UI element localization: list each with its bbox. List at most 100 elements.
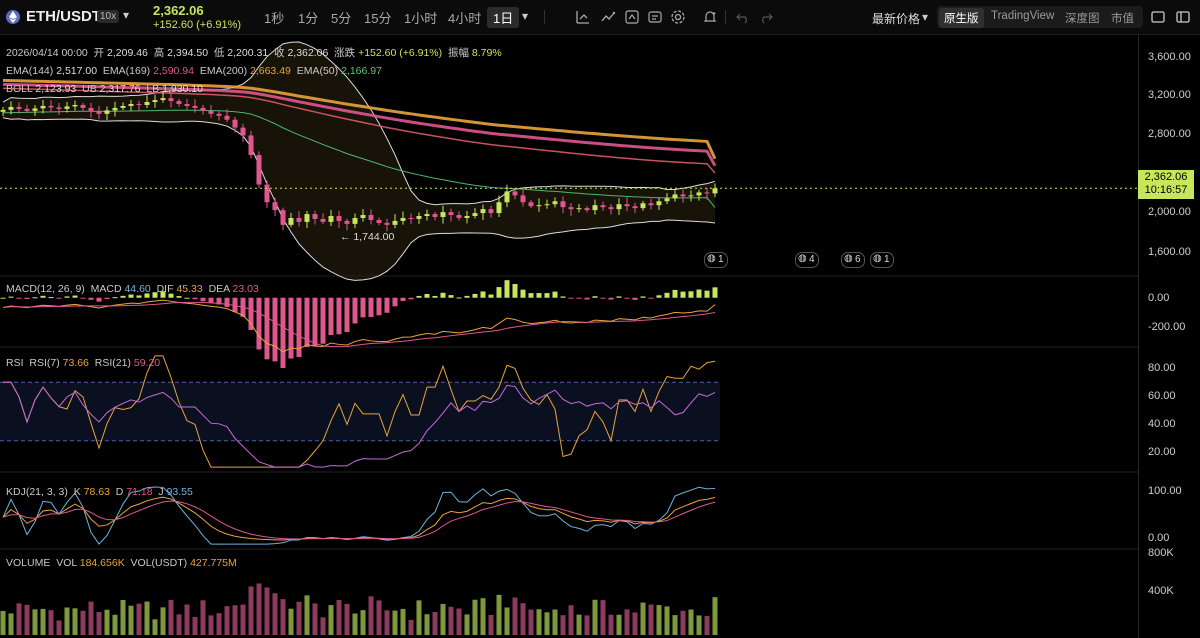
candle-body xyxy=(688,195,694,197)
volume-bar xyxy=(432,612,438,635)
layout-icon[interactable] xyxy=(1175,9,1191,25)
globe-icon: ◍ xyxy=(873,253,882,264)
macd-histogram-bar xyxy=(592,296,598,298)
candle-body xyxy=(144,102,150,105)
view-native[interactable]: 原生版 xyxy=(939,8,984,28)
macd-histogram-bar xyxy=(288,297,294,359)
event-marker[interactable]: ◍ 1 xyxy=(704,252,728,268)
kdj-tick: 0.00 xyxy=(1148,532,1170,544)
event-count: 1 xyxy=(884,254,890,265)
price-type-select[interactable]: 最新价格 xyxy=(872,12,921,26)
volume-bar xyxy=(472,599,478,635)
candle-body xyxy=(416,216,422,219)
pair-selector[interactable]: ETH/USDT xyxy=(26,8,101,25)
volume-legend[interactable]: VOLUME VOL 184.656K VOL(USDT) 427.775M xyxy=(6,557,237,569)
timeframe-4h[interactable]: 4小时 xyxy=(448,11,482,26)
volume-bar xyxy=(360,610,366,635)
candle-body xyxy=(464,216,470,218)
timeframe-5m[interactable]: 5分 xyxy=(331,11,352,26)
ema-legend[interactable]: EMA(144) 2,517.00 EMA(169) 2,590.94 EMA(… xyxy=(6,65,382,77)
chevron-down-icon[interactable]: ▾ xyxy=(922,10,929,24)
draw-line-icon[interactable] xyxy=(575,9,591,25)
open-label: 开 xyxy=(93,47,105,59)
candle-body xyxy=(664,198,670,202)
candle-body xyxy=(552,201,558,205)
chart-settings-icon[interactable] xyxy=(624,9,640,25)
globe-icon: ◍ xyxy=(798,253,807,264)
volume-bar xyxy=(48,610,54,635)
indicator-icon[interactable] xyxy=(600,9,616,25)
candle-body xyxy=(704,192,710,194)
macd-legend[interactable]: MACD(12, 26, 9) MACD 44.60 DIF 45.33 DEA… xyxy=(6,283,259,295)
candle-body xyxy=(296,217,302,222)
price-tick: 3,600.00 xyxy=(1148,51,1191,63)
candle-body xyxy=(64,106,70,109)
volume-bar xyxy=(64,607,70,635)
volume-bar xyxy=(192,617,198,635)
timeframe-1d[interactable]: 1日 xyxy=(487,7,520,28)
volume-bar xyxy=(88,601,94,635)
macd-histogram-bar xyxy=(584,297,590,300)
view-marketcap[interactable]: 市值 xyxy=(1111,13,1134,25)
macd-histogram-bar xyxy=(624,297,630,299)
timeframe-1m[interactable]: 1分 xyxy=(298,11,319,26)
price-axis[interactable] xyxy=(1138,35,1200,638)
macd-histogram-bar xyxy=(8,296,14,298)
alert-icon[interactable] xyxy=(702,9,718,25)
macd-histogram-bar xyxy=(384,297,390,313)
volume-bar xyxy=(616,614,622,635)
kdj-legend[interactable]: KDJ(21, 3, 3) K 78.63 D 71.18 J 93.55 xyxy=(6,486,193,498)
candle-body xyxy=(88,107,94,111)
high-label: 高 xyxy=(153,47,165,59)
timeframe-more-icon[interactable]: ▾ xyxy=(522,9,529,23)
view-depth[interactable]: 深度图 xyxy=(1065,13,1100,25)
timeframe-1h[interactable]: 1小时 xyxy=(404,11,438,26)
candle-body xyxy=(184,103,190,106)
vol-tick: 800K xyxy=(1148,547,1174,559)
timeframe-1s[interactable]: 1秒 xyxy=(264,11,285,26)
candle-body xyxy=(104,110,110,114)
rsi-legend[interactable]: RSI RSI(7) 73.66 RSI(21) 59.20 xyxy=(6,357,160,369)
volume-bar xyxy=(384,610,390,635)
gear-icon[interactable] xyxy=(670,9,686,25)
candle-body xyxy=(656,201,662,206)
timeframe-15m[interactable]: 15分 xyxy=(364,11,392,26)
candle-body xyxy=(216,113,222,116)
volume-bar xyxy=(168,599,174,635)
boll-lb-value: 1,930.10 xyxy=(162,83,203,95)
macd-histogram-bar xyxy=(176,296,182,298)
last-price: 2,362.06 xyxy=(153,3,204,18)
fullscreen-icon[interactable] xyxy=(1150,9,1166,25)
event-marker[interactable]: ◍ 1 xyxy=(870,252,894,268)
candle-body xyxy=(672,194,678,199)
macd-histogram-bar xyxy=(352,297,358,324)
volume-bar xyxy=(328,605,334,635)
event-marker[interactable]: ◍ 6 xyxy=(841,252,865,268)
macd-histogram-bar xyxy=(416,295,422,298)
volume-bar xyxy=(504,607,510,635)
candle-body xyxy=(400,217,406,221)
candle-body xyxy=(392,220,398,225)
candle-countdown: 10:16:57 xyxy=(1144,184,1188,196)
ema50-value: 2,166.97 xyxy=(341,65,382,77)
template-icon[interactable] xyxy=(647,9,663,25)
redo-icon[interactable] xyxy=(758,9,774,25)
toolbar-divider xyxy=(544,10,545,24)
chart-canvas[interactable] xyxy=(0,35,1138,638)
event-marker[interactable]: ◍ 4 xyxy=(795,252,819,268)
candle-body xyxy=(24,108,30,111)
volume-bar xyxy=(408,619,414,635)
macd-histogram-bar xyxy=(24,297,30,300)
macd-histogram-bar xyxy=(88,297,94,300)
chevron-down-icon[interactable]: ▾ xyxy=(123,8,130,22)
volume-bar xyxy=(456,608,462,635)
boll-legend[interactable]: BOLL 2,123.93 UB 2,317.76 LB 1,930.10 xyxy=(6,83,203,95)
candle-body xyxy=(528,202,534,207)
ema144-line xyxy=(2,87,716,174)
macd-histogram-bar xyxy=(656,295,662,298)
vol-usdt-label: VOL(USDT) xyxy=(130,557,188,569)
view-tradingview[interactable]: TradingView xyxy=(991,10,1055,22)
undo-icon[interactable] xyxy=(735,9,751,25)
high-value: 2,394.50 xyxy=(167,47,209,59)
boll-lb-label: LB xyxy=(146,83,160,95)
